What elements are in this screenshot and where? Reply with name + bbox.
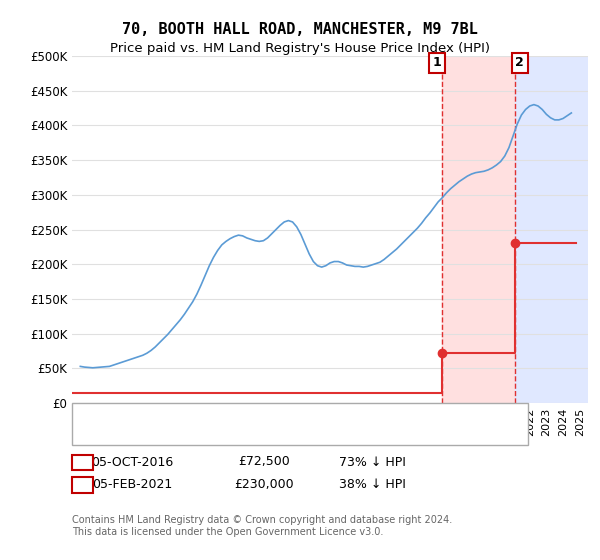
Text: 2: 2 xyxy=(515,57,524,69)
Text: HPI: Average price, detached house, Manchester: HPI: Average price, detached house, Manc… xyxy=(123,429,395,439)
Text: 1: 1 xyxy=(78,455,87,469)
Bar xyxy=(515,56,588,403)
Bar xyxy=(442,56,515,403)
Text: £72,500: £72,500 xyxy=(238,455,290,469)
Text: 38% ↓ HPI: 38% ↓ HPI xyxy=(338,478,406,491)
Text: 05-FEB-2021: 05-FEB-2021 xyxy=(92,478,172,491)
Text: 05-OCT-2016: 05-OCT-2016 xyxy=(91,455,173,469)
Text: 73% ↓ HPI: 73% ↓ HPI xyxy=(338,455,406,469)
Text: Contains HM Land Registry data © Crown copyright and database right 2024.
This d: Contains HM Land Registry data © Crown c… xyxy=(72,515,452,537)
Text: £230,000: £230,000 xyxy=(234,478,294,491)
Text: HPI: Average price, detached house, Manchester: HPI: Average price, detached house, Manc… xyxy=(123,429,395,439)
Text: 70, BOOTH HALL ROAD, MANCHESTER, M9 7BL: 70, BOOTH HALL ROAD, MANCHESTER, M9 7BL xyxy=(122,22,478,38)
Text: Price paid vs. HM Land Registry's House Price Index (HPI): Price paid vs. HM Land Registry's House … xyxy=(110,42,490,55)
Text: 1: 1 xyxy=(433,57,442,69)
Text: 2: 2 xyxy=(78,478,87,491)
Text: 70, BOOTH HALL ROAD, MANCHESTER, M9 7BL (detached house): 70, BOOTH HALL ROAD, MANCHESTER, M9 7BL … xyxy=(123,407,487,417)
Text: 70, BOOTH HALL ROAD, MANCHESTER, M9 7BL (detached house): 70, BOOTH HALL ROAD, MANCHESTER, M9 7BL … xyxy=(123,407,487,417)
